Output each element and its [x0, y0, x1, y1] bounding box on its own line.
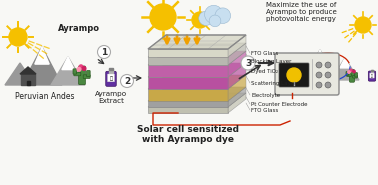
Text: Scattering Layer: Scattering Layer — [251, 80, 296, 85]
FancyBboxPatch shape — [355, 73, 358, 77]
Circle shape — [325, 82, 331, 88]
Polygon shape — [302, 50, 338, 80]
FancyBboxPatch shape — [87, 70, 90, 77]
Polygon shape — [148, 101, 228, 107]
FancyBboxPatch shape — [108, 74, 115, 82]
Circle shape — [241, 56, 255, 70]
Polygon shape — [148, 43, 246, 57]
Polygon shape — [228, 35, 246, 57]
Circle shape — [79, 65, 83, 69]
Circle shape — [353, 70, 355, 73]
Bar — [371, 70, 373, 72]
Polygon shape — [5, 63, 35, 85]
FancyBboxPatch shape — [368, 71, 376, 81]
Bar — [21, 74, 35, 85]
Text: 🌵: 🌵 — [371, 74, 373, 78]
Polygon shape — [228, 93, 246, 113]
Polygon shape — [331, 58, 359, 80]
Text: Maximize the use of
Ayrampo to produce
photovoltaic energy: Maximize the use of Ayrampo to produce p… — [266, 2, 337, 22]
Circle shape — [77, 68, 81, 71]
Circle shape — [348, 71, 350, 73]
FancyBboxPatch shape — [106, 71, 116, 86]
Circle shape — [192, 12, 208, 28]
FancyBboxPatch shape — [74, 72, 81, 76]
Polygon shape — [35, 47, 49, 64]
Polygon shape — [148, 89, 228, 101]
Circle shape — [316, 62, 322, 68]
Polygon shape — [148, 57, 228, 65]
FancyBboxPatch shape — [347, 74, 352, 76]
Polygon shape — [22, 47, 62, 85]
Circle shape — [355, 17, 371, 33]
FancyBboxPatch shape — [346, 72, 349, 75]
Text: Pt Counter Electrode: Pt Counter Electrode — [251, 102, 307, 107]
Polygon shape — [228, 87, 246, 107]
Polygon shape — [296, 64, 314, 72]
Circle shape — [199, 11, 213, 26]
Polygon shape — [340, 58, 350, 68]
FancyBboxPatch shape — [73, 69, 77, 74]
Polygon shape — [228, 63, 246, 89]
Polygon shape — [148, 63, 246, 77]
FancyBboxPatch shape — [350, 70, 355, 82]
Circle shape — [287, 68, 301, 82]
Text: Electrolyte: Electrolyte — [251, 92, 280, 97]
Circle shape — [150, 4, 176, 30]
Polygon shape — [148, 35, 246, 49]
Polygon shape — [148, 107, 228, 113]
Circle shape — [98, 46, 110, 58]
Text: Ayrampo: Ayrampo — [58, 24, 100, 33]
Polygon shape — [228, 51, 246, 77]
Polygon shape — [148, 87, 246, 101]
Bar — [109, 69, 113, 73]
Circle shape — [204, 5, 223, 23]
FancyBboxPatch shape — [370, 73, 374, 78]
FancyBboxPatch shape — [353, 75, 358, 78]
Polygon shape — [314, 50, 326, 63]
Polygon shape — [148, 51, 246, 65]
Circle shape — [316, 82, 322, 88]
Bar — [109, 68, 113, 70]
Text: 2: 2 — [124, 77, 130, 85]
Circle shape — [9, 28, 27, 46]
Text: FTO Glass: FTO Glass — [251, 51, 278, 56]
Polygon shape — [228, 43, 246, 65]
Polygon shape — [20, 67, 36, 74]
Polygon shape — [148, 65, 228, 77]
Bar — [370, 70, 373, 71]
Text: Ayrampo
Extract: Ayrampo Extract — [95, 91, 127, 104]
FancyBboxPatch shape — [279, 63, 309, 87]
Polygon shape — [148, 93, 246, 107]
Text: FTO Glass: FTO Glass — [251, 107, 278, 112]
Circle shape — [209, 15, 221, 27]
Circle shape — [82, 67, 86, 70]
Circle shape — [316, 72, 322, 78]
Bar — [26, 81, 29, 85]
Text: Peruvian Andes: Peruvian Andes — [15, 92, 75, 101]
Text: 🌵: 🌵 — [110, 76, 113, 81]
FancyBboxPatch shape — [79, 66, 85, 85]
FancyBboxPatch shape — [275, 53, 339, 95]
Polygon shape — [51, 57, 85, 85]
Polygon shape — [62, 57, 74, 70]
Text: Dyed TiO₂: Dyed TiO₂ — [251, 68, 278, 73]
FancyBboxPatch shape — [83, 75, 90, 78]
Text: 1: 1 — [101, 48, 107, 56]
Polygon shape — [148, 49, 228, 57]
Text: Blocking Layer: Blocking Layer — [251, 58, 291, 63]
Circle shape — [215, 8, 231, 23]
Text: Solar cell sensitized
with Ayrampo dye: Solar cell sensitized with Ayrampo dye — [137, 125, 239, 144]
Polygon shape — [148, 77, 228, 89]
Polygon shape — [228, 75, 246, 101]
Circle shape — [121, 75, 133, 88]
Polygon shape — [288, 62, 313, 80]
Bar — [304, 81, 307, 85]
Circle shape — [325, 72, 331, 78]
Polygon shape — [148, 75, 246, 89]
Circle shape — [325, 62, 331, 68]
Text: 3: 3 — [245, 58, 251, 68]
Bar — [297, 72, 313, 85]
Circle shape — [350, 69, 352, 72]
